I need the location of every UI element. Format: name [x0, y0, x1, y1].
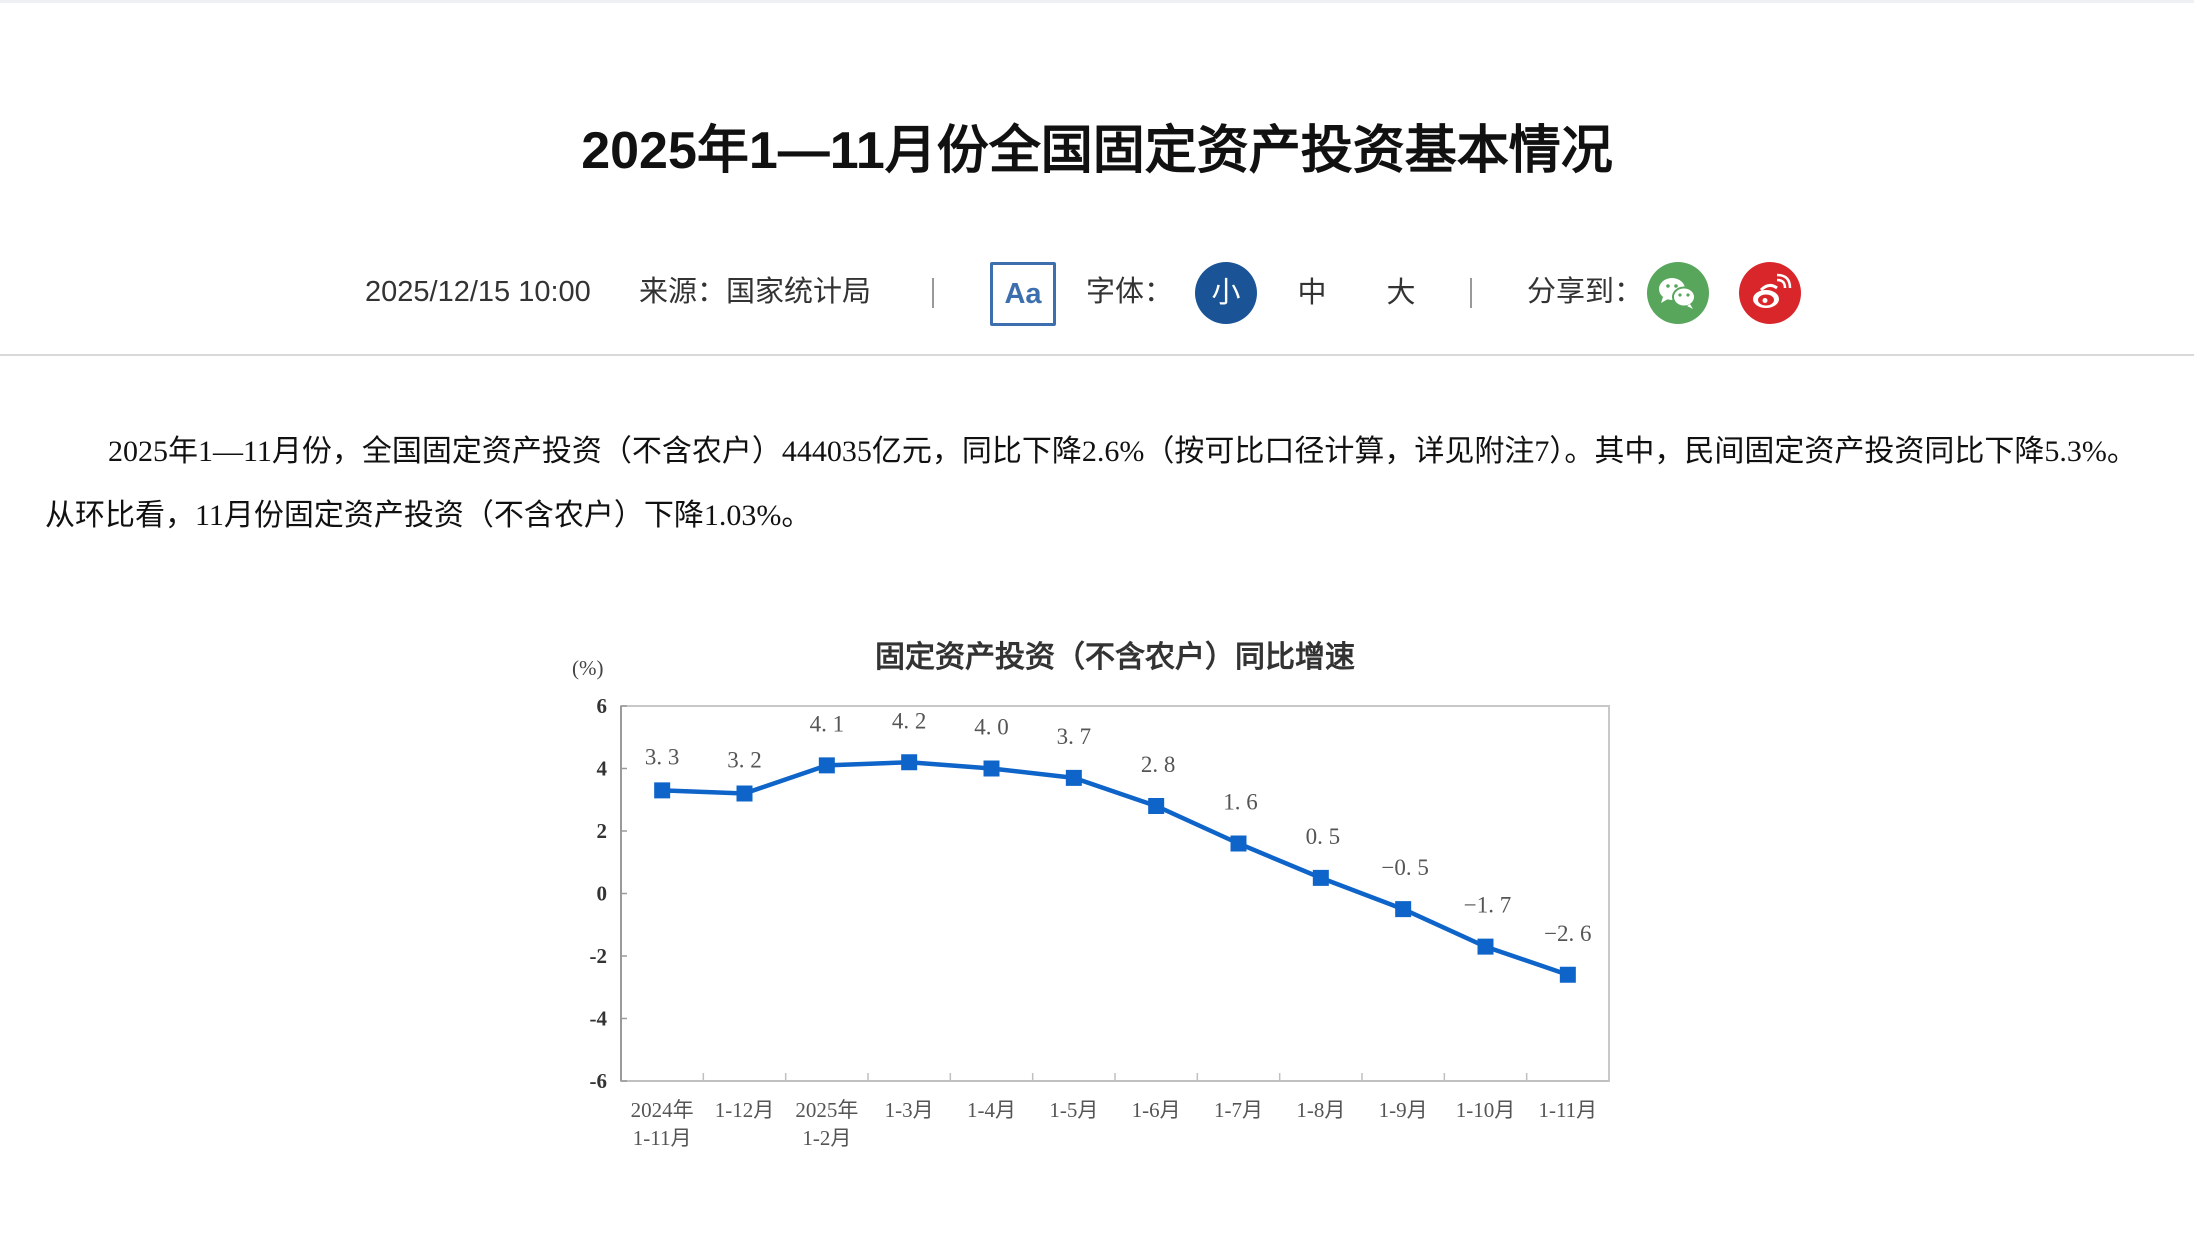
data-point-marker — [1230, 835, 1247, 852]
x-tick-label: 2024年 — [631, 1098, 694, 1122]
y-tick-label: -6 — [590, 1069, 608, 1093]
data-label: 1. 6 — [1223, 790, 1258, 815]
x-tick-label: 1-5月 — [1049, 1098, 1098, 1122]
x-tick-label: 1-12月 — [715, 1098, 775, 1122]
data-point-marker — [1148, 798, 1165, 814]
font-toggle-button[interactable]: Aa — [990, 262, 1056, 326]
x-tick-label: 1-4月 — [967, 1098, 1016, 1122]
page-title: 2025年1—11月份全国固定资产投资基本情况 — [581, 122, 1613, 180]
x-tick-label: 1-6月 — [1132, 1098, 1181, 1122]
chart-y-unit: (%) — [572, 656, 604, 680]
plot-frame — [620, 705, 1610, 1082]
data-point-marker — [1312, 869, 1329, 886]
data-point-marker — [1395, 901, 1412, 918]
data-label: 3. 7 — [1057, 724, 1092, 749]
data-label: 0. 5 — [1306, 824, 1341, 849]
x-tick-label: 1-9月 — [1379, 1098, 1428, 1122]
y-tick-label: -4 — [590, 1007, 608, 1031]
data-point-marker — [1559, 966, 1576, 983]
font-size-medium-button[interactable]: 中 — [1297, 277, 1327, 309]
data-point-marker — [736, 785, 753, 802]
share-label: 分享到： — [1527, 276, 1644, 308]
y-tick-label: -2 — [590, 944, 608, 968]
wechat-icon — [1647, 262, 1709, 324]
data-label: −0. 5 — [1381, 855, 1428, 880]
data-label: 4. 2 — [892, 708, 927, 733]
x-tick-label: 1-10月 — [1456, 1098, 1516, 1122]
font-size-small-button[interactable]: 小 — [1195, 262, 1257, 324]
article-paragraph: 2025年1—11月份，全国固定资产投资（不含农户）444035亿元，同比下降2… — [45, 435, 2137, 532]
x-tick-label: 1-2月 — [802, 1126, 851, 1150]
series-line — [662, 759, 1569, 977]
data-label: 4. 0 — [974, 715, 1009, 740]
data-label: 3. 3 — [645, 744, 680, 769]
meta-divider — [1470, 278, 1472, 308]
font-size-large-button[interactable]: 大 — [1386, 277, 1416, 309]
data-point-marker — [818, 757, 835, 774]
data-point-marker — [1065, 769, 1082, 786]
source-label: 来源：国家统计局 — [639, 276, 872, 308]
font-size-label: 字体： — [1086, 276, 1174, 308]
article-meta-bar: 2025/12/15 10:00 来源：国家统计局 Aa 字体： 小 中 大 分… — [0, 262, 2194, 326]
data-label: 3. 2 — [727, 748, 762, 773]
line-chart: 6 4 2 0 -2 -4 -6 2024年 1-11月 1-12月 2025年 1-2月 1-3月 1-… — [590, 694, 1610, 1150]
data-point-marker — [1477, 938, 1494, 955]
y-tick-label: 2 — [597, 819, 608, 843]
meta-divider — [932, 278, 934, 308]
top-edge-bar — [0, 0, 2194, 3]
x-tick-label: 1-11月 — [633, 1126, 692, 1150]
weibo-share-button[interactable] — [1739, 262, 1801, 324]
data-point-marker — [654, 782, 671, 799]
wechat-share-button[interactable] — [1647, 262, 1709, 324]
x-tick-label: 2025年 — [795, 1098, 858, 1122]
chart-title: 固定资产投资（不含农户）同比增速 — [875, 641, 1355, 674]
y-tick-label: 4 — [597, 757, 608, 781]
data-label: −2. 6 — [1544, 921, 1591, 946]
header-divider — [0, 354, 2194, 356]
data-label: −1. 7 — [1464, 893, 1511, 918]
x-tick-label: 1-3月 — [885, 1098, 934, 1122]
x-tick-label: 1-11月 — [1538, 1098, 1597, 1122]
x-tick-label: 1-7月 — [1214, 1098, 1263, 1122]
y-tick-label: 0 — [597, 882, 608, 906]
data-label: 4. 1 — [810, 711, 845, 736]
y-tick-label: 6 — [597, 694, 608, 718]
data-label: 2. 8 — [1141, 752, 1176, 777]
weibo-icon — [1739, 262, 1801, 324]
data-point-marker — [901, 754, 918, 771]
publish-datetime: 2025/12/15 10:00 — [365, 276, 591, 308]
x-tick-label: 1-8月 — [1296, 1098, 1345, 1122]
data-point-marker — [983, 760, 1000, 777]
